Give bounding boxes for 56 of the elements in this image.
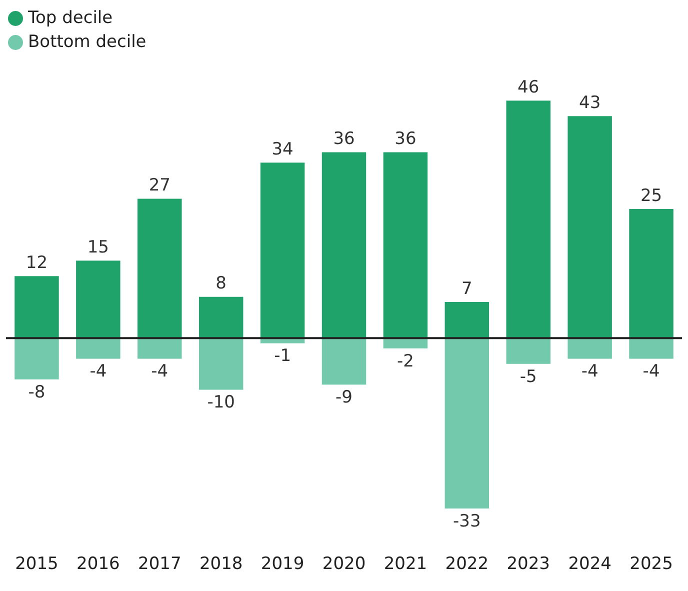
data-label: -33 (453, 511, 481, 532)
bar (198, 338, 244, 390)
data-label: 46 (518, 78, 540, 98)
data-label: -9 (336, 387, 352, 408)
x-tick-label: 2020 (322, 554, 366, 574)
data-label: 36 (333, 129, 355, 150)
bar (76, 260, 120, 338)
x-tick-label: 2022 (445, 554, 489, 574)
data-label: -10 (207, 392, 235, 413)
bar (444, 302, 490, 338)
data-label: 7 (461, 278, 472, 299)
data-label: -4 (90, 362, 107, 382)
data-label: 34 (272, 140, 294, 160)
bar (322, 338, 366, 385)
bar (14, 276, 59, 338)
bar (444, 338, 490, 508)
legend-label: Bottom decile (28, 32, 146, 52)
bar (383, 338, 428, 348)
data-label: 36 (394, 129, 416, 150)
bar (198, 296, 244, 338)
bar (568, 338, 612, 359)
bar (506, 338, 550, 364)
bar (138, 198, 182, 338)
x-tick-label: 2025 (630, 554, 673, 574)
data-label: -2 (396, 351, 414, 372)
data-label: 8 (216, 274, 227, 294)
bar (568, 116, 612, 338)
data-label: -8 (28, 382, 46, 402)
bar (506, 100, 550, 338)
x-tick-label: 2016 (76, 554, 120, 574)
data-label: -4 (581, 362, 598, 382)
data-label: 12 (26, 253, 48, 274)
bar (322, 152, 366, 338)
data-label: 43 (579, 93, 601, 114)
bar (629, 338, 674, 359)
data-label: -1 (274, 346, 292, 366)
x-tick-label: 2017 (138, 554, 182, 574)
bar (76, 338, 120, 359)
legend-label: Top decile (28, 8, 113, 28)
x-tick-label: 2015 (15, 554, 58, 574)
data-label: -5 (520, 366, 537, 387)
data-label: -4 (642, 362, 660, 382)
x-tick-label: 2018 (199, 554, 243, 574)
x-tick-label: 2023 (506, 554, 550, 574)
data-label: 25 (640, 186, 662, 206)
bar (14, 338, 59, 380)
data-label: 15 (87, 238, 109, 258)
data-label: -4 (151, 362, 168, 382)
x-tick-label: 2024 (568, 554, 612, 574)
bar (138, 338, 182, 359)
bar (383, 152, 428, 338)
data-label: 27 (148, 176, 170, 196)
bar (629, 209, 674, 338)
bar (260, 162, 305, 338)
x-tick-label: 2019 (260, 554, 304, 574)
x-tick-label: 2021 (384, 554, 428, 574)
